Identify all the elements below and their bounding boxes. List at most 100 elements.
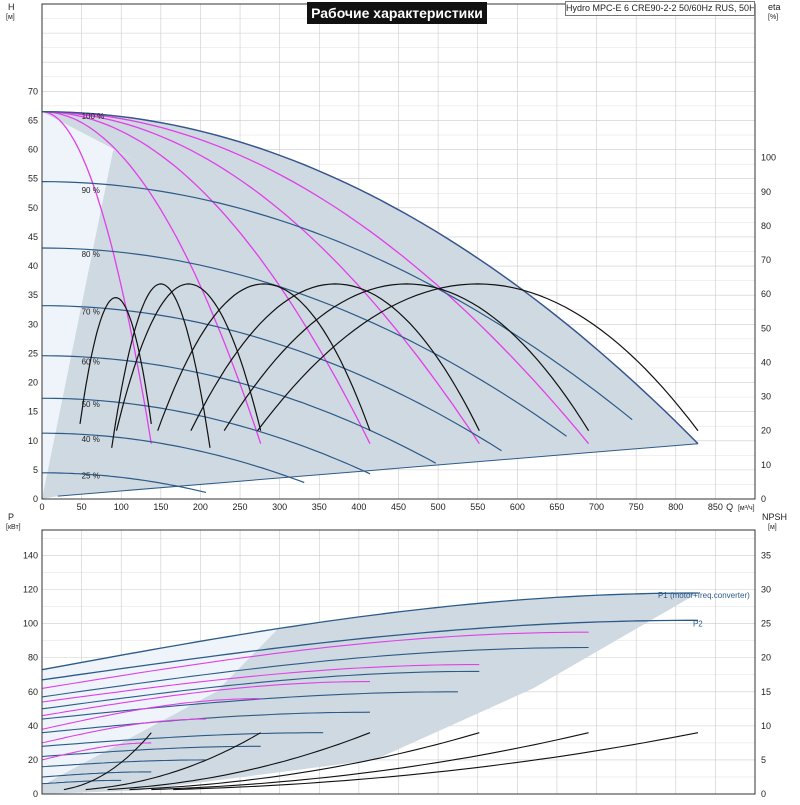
y-tick-label: 120	[23, 585, 38, 595]
qh-curve-100	[41, 111, 480, 445]
y-tick-label: 0	[33, 494, 38, 504]
power-curve	[41, 670, 480, 710]
efficiency-curve	[257, 283, 699, 432]
npsh-curve	[63, 732, 152, 791]
top-axes: 0 50 100 150 200 250 300 350 400 450 500 550 600 650 7…	[6, 2, 781, 512]
x-tick-label: 300	[272, 502, 287, 512]
y-tick-label: 70	[28, 86, 38, 96]
qh-curve-100	[41, 111, 262, 444]
y2-tick-label: 0	[761, 789, 766, 799]
x-tick-label: 850	[708, 502, 723, 512]
y-tick-label: 100	[23, 619, 38, 629]
x-tick-label: 200	[193, 502, 208, 512]
npsh-curve	[173, 732, 699, 791]
x-tick-label: 250	[233, 502, 248, 512]
x-axis-label: Q	[726, 502, 733, 512]
y-tick-label: 60	[28, 687, 38, 697]
p-axis-unit: [кВт]	[6, 524, 21, 531]
speed-label: 60 %	[82, 358, 100, 367]
p2-curve	[41, 619, 698, 681]
y-tick-label: 25	[28, 348, 38, 358]
y2-tick-label: 20	[761, 653, 771, 663]
power-curve-100	[41, 742, 152, 761]
speed-label: 40 %	[82, 435, 100, 444]
y2-tick-label: 100	[761, 153, 776, 163]
y-tick-label: 55	[28, 174, 38, 184]
x-tick-label: 400	[351, 502, 366, 512]
power-curve	[41, 646, 589, 698]
x-tick-label: 0	[39, 502, 44, 512]
y-tick-label: 15	[28, 407, 38, 417]
power-curve	[41, 759, 206, 768]
y-tick-label: 30	[28, 319, 38, 329]
npsh-curve	[151, 732, 589, 791]
x-tick-label: 650	[549, 502, 564, 512]
qh-curve-speed	[41, 181, 633, 421]
y-tick-label: 140	[23, 551, 38, 561]
x-tick-label: 350	[312, 502, 327, 512]
power-curve-100	[41, 698, 261, 730]
y-tick-label: 45	[28, 232, 38, 242]
x-tick-label: 750	[629, 502, 644, 512]
x-tick-label: 800	[668, 502, 683, 512]
y2-axis-label: eta	[768, 2, 781, 12]
npsh-curve	[107, 732, 371, 791]
x-tick-label: 100	[114, 502, 129, 512]
power-curve	[41, 711, 371, 734]
chart-subtitle: Hydro MPC-E 6 CRE90-2-2 50/60Hz RUS, 50H…	[565, 1, 755, 16]
y-tick-label: 40	[28, 721, 38, 731]
p1-curve	[41, 592, 698, 671]
y2-tick-label: 50	[761, 323, 771, 333]
y2-tick-label: 10	[761, 460, 771, 470]
y-tick-label: 0	[33, 789, 38, 799]
y2-tick-label: 40	[761, 357, 771, 367]
speed-label: 80 %	[82, 250, 100, 259]
y2-tick-label: 0	[761, 494, 766, 504]
x-tick-label: 500	[431, 502, 446, 512]
speed-label: 100 %	[82, 112, 105, 121]
power-curve	[41, 745, 261, 758]
speed-label: 70 %	[82, 307, 100, 316]
y2-tick-label: 5	[761, 755, 766, 765]
y-tick-label: 5	[33, 465, 38, 475]
power-curve	[41, 732, 324, 747]
y-tick-label: 40	[28, 261, 38, 271]
efficiency-curve	[223, 283, 590, 432]
y-axis-unit: [м]	[6, 14, 15, 21]
p1-label: P1 (motor+freq.converter)	[658, 591, 750, 600]
top-curves: 100 % 90 % 80 % 70 % 60 % 50 % 40 % 25 %	[41, 111, 699, 497]
efficiency-curve	[111, 283, 211, 448]
qh-curve-100	[41, 111, 152, 444]
envelope-max-curve	[41, 111, 699, 445]
y-tick-label: 20	[28, 755, 38, 765]
y-tick-label: 10	[28, 436, 38, 446]
speed-label: 25 %	[82, 472, 100, 481]
y-tick-label: 60	[28, 145, 38, 155]
y-tick-label: 20	[28, 378, 38, 388]
y-axis-label: H	[8, 2, 15, 12]
qh-curve-speed	[42, 432, 305, 484]
bottom-curves: P1 (motor+freq.converter) P2	[41, 591, 750, 791]
power-curve	[41, 771, 152, 778]
efficiency-curve	[115, 283, 262, 431]
x-tick-label: 550	[470, 502, 485, 512]
qh-curve-speed	[42, 305, 502, 452]
x-tick-label: 700	[589, 502, 604, 512]
qh-curve-100	[41, 111, 590, 445]
power-curve-100	[41, 718, 206, 744]
qh-curve-speed	[42, 397, 371, 475]
efficiency-curve	[190, 283, 480, 431]
qh-curve-speed	[42, 472, 207, 493]
y2-tick-label: 30	[761, 392, 771, 402]
y2-tick-label: 15	[761, 687, 771, 697]
y-tick-label: 50	[28, 203, 38, 213]
y2-tick-label: 35	[761, 551, 771, 561]
y2-tick-label: 60	[761, 289, 771, 299]
top-envelope	[42, 111, 698, 499]
y2-tick-label: 20	[761, 426, 771, 436]
bottom-axes: 0 20 40 60 80 100 120 140 0 5 10 15 20 25 30 35 P [кВт] NP…	[6, 512, 787, 799]
y-tick-label: 80	[28, 653, 38, 663]
efficiency-curve	[157, 283, 371, 431]
y2-tick-label: 30	[761, 585, 771, 595]
